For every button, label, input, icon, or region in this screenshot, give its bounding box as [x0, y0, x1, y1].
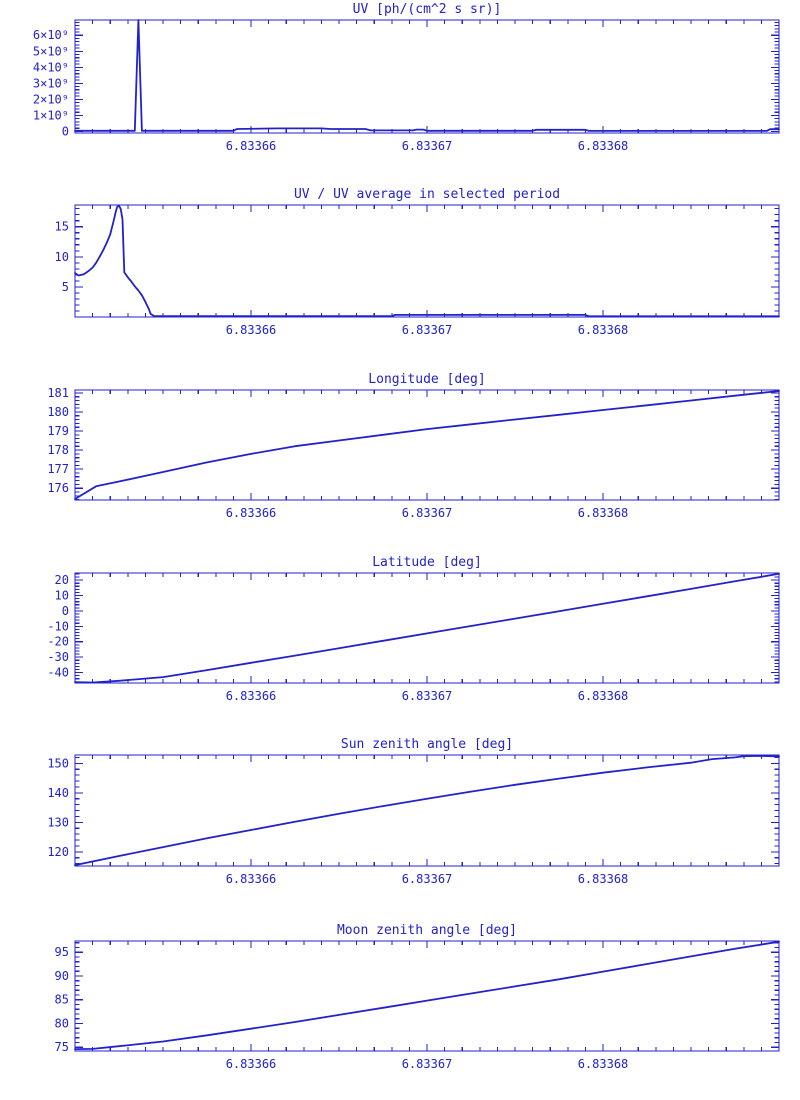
y-tick-label: -10 [47, 619, 69, 633]
y-tick-label: 4×10⁹ [33, 60, 69, 74]
axis-ticks [74, 390, 780, 501]
chart-title: Sun zenith angle [deg] [341, 737, 513, 752]
y-tick-label: 6×10⁹ [33, 28, 69, 42]
x-tick-label: 6.83368 [578, 872, 629, 886]
y-tick-label: 130 [47, 815, 69, 829]
y-tick-label: 5 [62, 280, 69, 294]
plot-frame [74, 389, 780, 501]
plot-frame [74, 19, 780, 134]
x-tick-label: 6.83367 [402, 323, 453, 337]
plot-frame [74, 204, 780, 318]
y-tick-label: 1×10⁹ [33, 108, 69, 122]
y-tick-label: 3×10⁹ [33, 76, 69, 90]
y-tick-label: 140 [47, 786, 69, 800]
y-tick-label: 180 [47, 405, 69, 419]
data-series-line [74, 390, 780, 500]
y-tick-label: 181 [47, 386, 69, 400]
x-tick-label: 6.83368 [578, 1057, 629, 1071]
y-tick-label: 120 [47, 845, 69, 859]
x-tick-label: 6.83367 [402, 872, 453, 886]
y-tick-label: 0 [62, 604, 69, 618]
y-tick-label: -40 [47, 666, 69, 680]
plot-frame [74, 572, 780, 684]
x-tick-label: 6.83366 [226, 689, 277, 703]
x-tick-label: 6.83368 [578, 323, 629, 337]
x-tick-label: 6.83366 [226, 323, 277, 337]
plot-frame [74, 940, 780, 1052]
data-series-line [74, 19, 780, 132]
tick-marks [74, 755, 780, 866]
x-tick-label: 6.83366 [226, 139, 277, 153]
chart-title: UV / UV average in selected period [294, 187, 560, 202]
y-tick-label: 179 [47, 424, 69, 438]
tick-marks [74, 941, 780, 1051]
x-tick-label: 6.83366 [226, 1057, 277, 1071]
tick-marks [74, 573, 780, 683]
x-tick-label: 6.83366 [226, 506, 277, 520]
y-tick-label: -20 [47, 635, 69, 649]
data-series-line [74, 572, 780, 684]
y-tick-label: 0 [62, 124, 69, 138]
y-tick-label: 85 [55, 993, 69, 1007]
chart-uv: UV [ph/(cm^2 s sr)] 6.83366 6.83367 6.83368… [33, 2, 780, 153]
x-tick-label: 6.83367 [402, 1057, 453, 1071]
x-tick-label: 6.83368 [578, 139, 629, 153]
chart-longitude: Longitude [deg] 6.83366 6.83367 6.83368 176 1… [47, 372, 780, 520]
data-series-line [74, 204, 780, 318]
axis-ticks [74, 755, 780, 866]
x-tick-label: 6.83367 [402, 689, 453, 703]
tick-marks [74, 205, 780, 318]
axis-ticks [74, 941, 780, 1051]
y-tick-label: 90 [55, 969, 69, 983]
axis-ticks [74, 205, 780, 318]
y-tick-label: 20 [55, 573, 69, 587]
chart-latitude: Latitude [deg] 6.83366 6.83367 6.83368 -40 -3… [47, 555, 780, 703]
y-tick-label: 177 [47, 462, 69, 476]
y-tick-label: 178 [47, 443, 69, 457]
chart-title: Moon zenith angle [deg] [337, 923, 517, 938]
axis-ticks [74, 573, 780, 683]
y-tick-label: 5×10⁹ [33, 44, 69, 58]
y-tick-label: 10 [55, 250, 69, 264]
tick-marks [74, 390, 780, 501]
data-series-line [74, 940, 780, 1050]
chart-title: UV [ph/(cm^2 s sr)] [353, 2, 502, 17]
y-tick-label: 10 [55, 589, 69, 603]
tick-marks [74, 20, 780, 133]
axis-ticks [74, 20, 780, 133]
y-tick-label: 150 [47, 756, 69, 770]
y-tick-label: 80 [55, 1016, 69, 1030]
y-tick-label: 2×10⁹ [33, 92, 69, 106]
y-tick-label: 176 [47, 481, 69, 495]
y-tick-label: -30 [47, 650, 69, 664]
y-tick-label: 95 [55, 945, 69, 959]
x-tick-label: 6.83367 [402, 139, 453, 153]
x-tick-label: 6.83366 [226, 872, 277, 886]
y-tick-label: 15 [55, 220, 69, 234]
chart-title: Latitude [deg] [372, 555, 482, 570]
chart-sun-zenith: Sun zenith angle [deg] 6.83366 6.83367 6.83… [47, 737, 780, 886]
chart-title: Longitude [deg] [368, 372, 485, 387]
chart-moon-zenith: Moon zenith angle [deg] 6.83366 6.83367 6.8… [55, 923, 780, 1071]
data-series-line [74, 755, 780, 866]
y-tick-label: 75 [55, 1040, 69, 1054]
x-tick-label: 6.83367 [402, 506, 453, 520]
chart-uv-ratio: UV / UV average in selected period 6.8336… [55, 187, 780, 337]
x-tick-label: 6.83368 [578, 689, 629, 703]
plot-frame [74, 754, 780, 867]
x-tick-label: 6.83368 [578, 506, 629, 520]
